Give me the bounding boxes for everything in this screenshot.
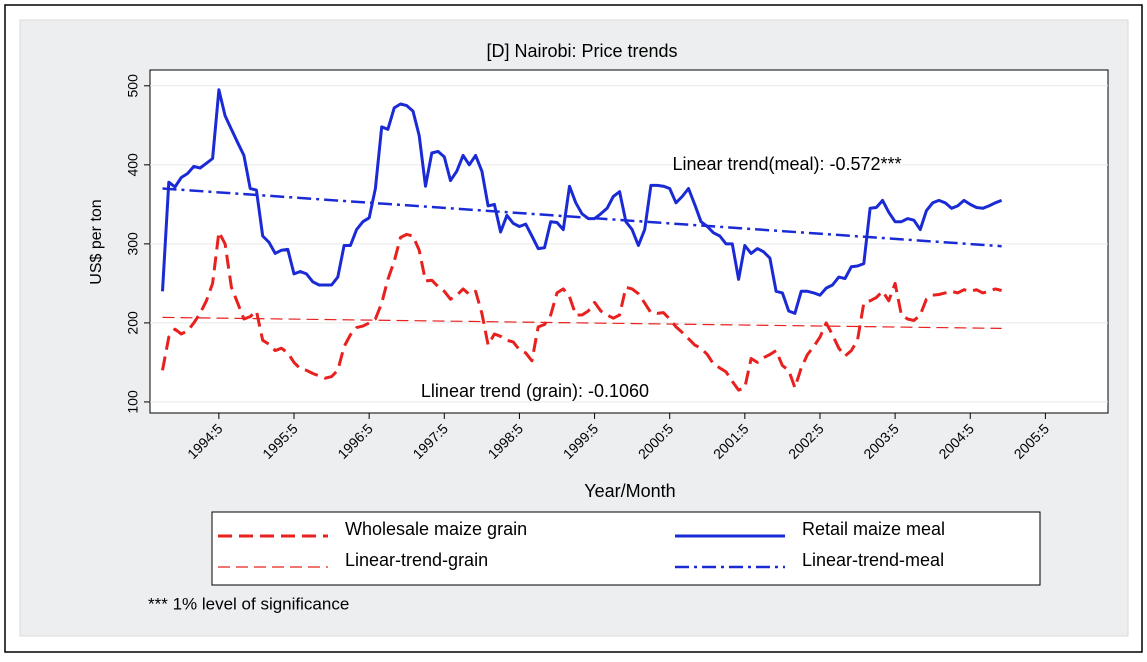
y-tick-label: 400 (125, 153, 141, 177)
legend-label: Retail maize meal (802, 519, 945, 539)
y-tick-label: 500 (125, 74, 141, 98)
legend-label: Linear-trend-grain (345, 550, 488, 570)
y-tick-label: 100 (125, 390, 141, 414)
series-line (162, 187, 1002, 248)
series-line (161, 230, 1002, 392)
y-tick-label: 200 (125, 311, 141, 335)
annotation: Llinear trend (grain): -0.1060 (421, 381, 649, 401)
footnote: *** 1% level of significance (148, 594, 349, 613)
series-line (161, 88, 1003, 315)
legend (211, 511, 1041, 586)
x-axis-label: Year/Month (584, 481, 675, 501)
legend-label: Wholesale maize grain (345, 519, 527, 539)
legend-label: Linear-trend-meal (802, 550, 944, 570)
annotation: Linear trend(meal): -0.572*** (672, 154, 901, 174)
y-axis-label: US$ per ton (88, 199, 105, 284)
chart-title: [D] Nairobi: Price trends (486, 41, 677, 61)
y-tick-label: 300 (125, 232, 141, 256)
series-line (162, 316, 1002, 329)
